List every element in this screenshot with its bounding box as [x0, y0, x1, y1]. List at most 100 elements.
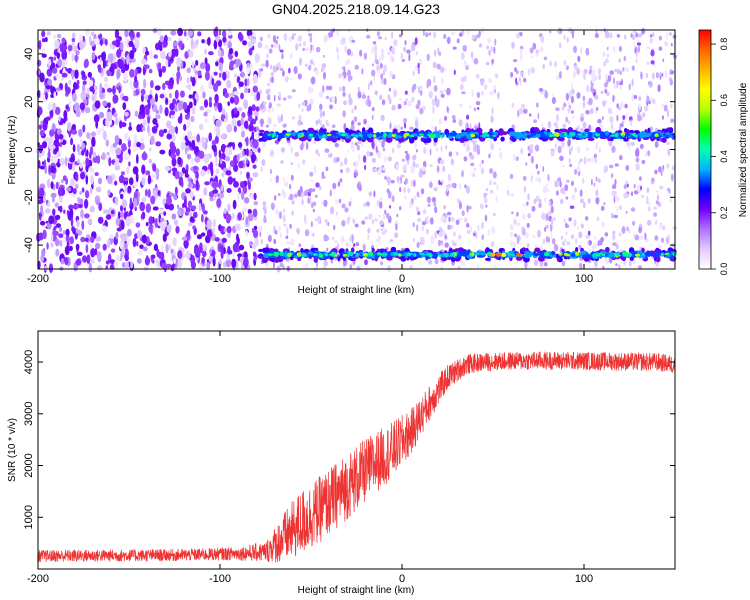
spectrogram-cell	[225, 170, 232, 176]
spectrogram-cell	[81, 220, 85, 231]
spectrogram-cell	[243, 120, 249, 129]
spectrogram-cell	[380, 114, 385, 122]
spectrogram-cell	[389, 239, 394, 243]
spectrogram-cell	[469, 105, 472, 108]
spectrogram-cell	[324, 148, 330, 153]
spectrogram-cell	[387, 52, 391, 56]
spectrogram-cell	[183, 123, 187, 131]
spectrogram-cell	[462, 45, 468, 52]
spectrogram-cell	[433, 187, 438, 192]
spectrogram-cell	[637, 33, 643, 38]
spectrogram-cell	[619, 205, 622, 210]
spectrogram-cell	[252, 85, 258, 93]
spectrogram-cell	[346, 216, 350, 225]
spectrogram-cell	[246, 159, 249, 165]
spectrogram-cell	[375, 145, 378, 154]
spectrogram-cell	[267, 117, 272, 125]
spectrogram-cell	[537, 170, 540, 175]
spectrogram-cell	[240, 191, 245, 200]
spectrogram-cell	[604, 88, 608, 94]
spectrogram-cell	[47, 102, 53, 111]
spectrogram-cell	[447, 173, 452, 182]
spectrogram-cell	[189, 216, 195, 223]
spectrogram-cell	[625, 193, 629, 198]
spectrogram-cell	[201, 203, 205, 213]
spectrogram-cell	[571, 180, 574, 186]
spectrogram-cell	[354, 64, 359, 70]
spectrogram-cell	[42, 196, 47, 203]
spectrogram-cell	[89, 165, 92, 171]
spectrogram-cell	[136, 124, 142, 133]
spectrogram-cell	[602, 265, 605, 270]
spectrogram-cell	[293, 66, 298, 74]
spectrogram-cell	[620, 101, 624, 109]
spectrogram-cell	[459, 83, 464, 91]
spectrogram-cell	[291, 89, 296, 93]
spectrogram-cell	[440, 93, 445, 98]
spectrogram-cell	[152, 28, 158, 34]
band-cell	[459, 133, 465, 137]
spectrogram-cell	[44, 265, 48, 271]
spectrogram-cell	[559, 198, 564, 205]
spectrogram-cell	[227, 203, 231, 212]
spectrogram-cell	[625, 180, 628, 184]
spectrogram-cell	[414, 119, 419, 127]
spectrogram-cell	[647, 150, 651, 157]
spectrogram-cell	[358, 153, 361, 162]
spectrogram-cell	[115, 254, 121, 261]
spectrogram-cell	[563, 238, 567, 244]
spectrogram-cell	[377, 36, 383, 40]
spectrogram-cell	[537, 229, 541, 238]
spectrogram-cell	[204, 48, 207, 55]
spectrogram-cell	[321, 175, 326, 179]
band-cell	[286, 133, 291, 136]
spectrogram-cell	[191, 61, 195, 69]
spectrogram-cell	[248, 177, 253, 182]
spectrogram-cell	[387, 190, 392, 199]
spectrogram-cell	[72, 188, 77, 195]
spectrogram-cell	[94, 172, 99, 177]
spectrogram-cell	[101, 152, 106, 161]
spectrogram-cell	[310, 179, 313, 183]
band-cell	[387, 133, 393, 138]
spectrogram-cell	[618, 106, 621, 111]
spectrogram-cell	[220, 133, 227, 140]
spectrogram-cell	[527, 153, 531, 157]
spectrogram-cell	[105, 265, 109, 270]
band-cell	[428, 253, 433, 258]
spectrogram-cell	[410, 165, 415, 174]
spectrogram-cell	[213, 27, 219, 37]
spectrogram-cell	[200, 232, 206, 237]
spectrogram-cell	[75, 258, 82, 266]
spectrogram-cell	[270, 72, 274, 76]
spectrogram-cell	[233, 95, 240, 106]
spectrogram-cell	[569, 90, 572, 99]
spectrogram-cell	[65, 228, 70, 237]
spectrogram-cell	[297, 120, 302, 126]
spectrogram-cell	[124, 254, 129, 262]
band-cell	[584, 128, 590, 133]
spectrogram-cell	[60, 258, 65, 265]
spectrogram-cell	[510, 71, 514, 78]
spectrogram-cell	[582, 121, 587, 129]
spectrogram-cell	[456, 151, 459, 156]
spectrogram-cell	[245, 230, 248, 237]
spectrogram-cell	[376, 228, 380, 233]
spectrogram-cell	[550, 218, 554, 226]
colorbar-tick-label: 0.8	[719, 38, 729, 51]
band-cell	[535, 133, 541, 138]
spectrogram-cell	[90, 247, 96, 258]
spectrogram-cell	[298, 243, 302, 248]
spectrogram-cell	[150, 135, 155, 145]
spectrogram-cell	[590, 85, 594, 93]
spectrogram-cell	[316, 46, 321, 53]
spectrogram-cell	[661, 237, 665, 243]
spectrogram-cell	[174, 186, 178, 195]
spectrogram-cell	[234, 50, 239, 58]
spectrogram-cell	[298, 114, 302, 121]
spectrogram-cell	[113, 112, 118, 118]
spectrogram-cell	[345, 167, 350, 174]
spectrogram-cell	[420, 85, 423, 90]
spectrogram-cell	[493, 213, 496, 216]
spectrogram-cell	[299, 57, 302, 66]
